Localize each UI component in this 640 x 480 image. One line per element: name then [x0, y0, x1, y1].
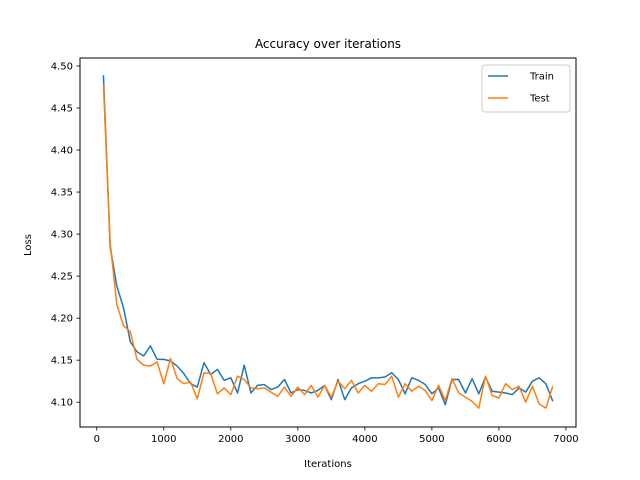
x-tick-label: 2000 [218, 434, 243, 445]
x-axis-title: Iterations [304, 459, 352, 470]
x-tick-label: 5000 [419, 434, 444, 445]
y-tick-label: 4.40 [51, 146, 73, 157]
y-tick-label: 4.45 [51, 104, 73, 115]
chart-title: Accuracy over iterations [255, 37, 401, 51]
legend-label-test: Test [529, 94, 550, 105]
y-tick-label: 4.35 [51, 188, 73, 199]
x-tick-label: 3000 [285, 434, 310, 445]
y-tick-label: 4.50 [51, 61, 73, 72]
y-axis-title: Loss [23, 234, 34, 256]
y-tick-label: 4.20 [51, 314, 73, 325]
x-tick-label: 1000 [151, 434, 176, 445]
x-tick-label: 4000 [352, 434, 377, 445]
plot-frame [79, 57, 577, 428]
legend-label-train: Train [529, 72, 554, 83]
y-tick-label: 4.10 [51, 398, 73, 409]
y-tick-label: 4.15 [51, 356, 73, 367]
legend: Train Test [481, 64, 571, 113]
x-tick-label: 7000 [553, 434, 578, 445]
x-tick-label: 6000 [486, 434, 511, 445]
plot-area [79, 57, 577, 428]
series-lines [102, 75, 554, 409]
series-line-test [102, 84, 554, 409]
y-tick-label: 4.25 [51, 272, 73, 283]
axis-ticks: 0 1000 2000 3000 4000 5000 6000 7000 4.10 4.15 4.2… [51, 61, 579, 445]
x-tick-label: 0 [94, 434, 100, 445]
y-tick-label: 4.30 [51, 230, 73, 241]
legend-box [481, 64, 571, 113]
